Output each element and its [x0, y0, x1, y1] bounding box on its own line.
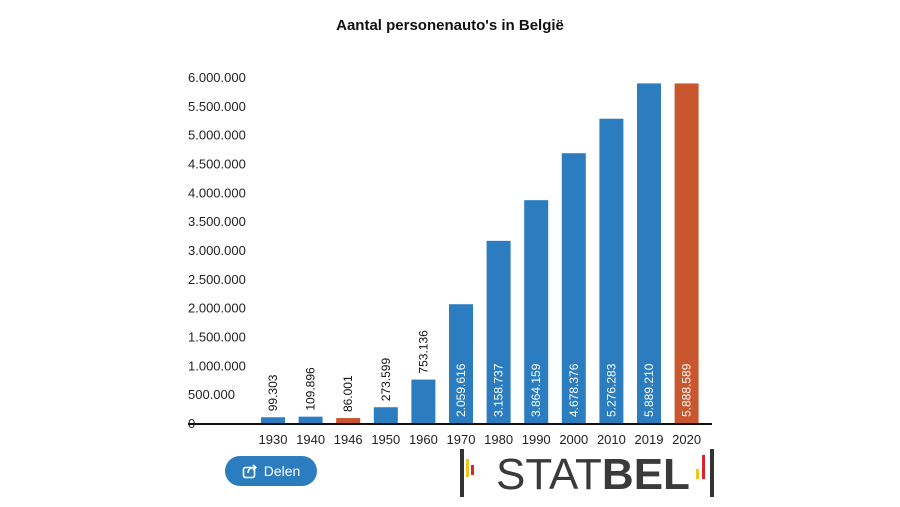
bar-value-label: 109.896	[304, 367, 318, 411]
bars: 99.303 109.896 86.001 273.599 753.136 2.059.6…	[261, 83, 699, 424]
x-tick-label: 2000	[559, 432, 588, 447]
bar	[298, 416, 323, 423]
x-tick-label: 1960	[409, 432, 438, 447]
bar	[373, 407, 398, 423]
share-label: Delen	[263, 463, 301, 479]
statbel-logo: STATBEL	[460, 449, 714, 499]
bar-value-label: 3.158.737	[492, 363, 506, 417]
x-tick-label: 1990	[522, 432, 551, 447]
bar-value-label: 86.001	[341, 375, 355, 412]
bar	[674, 83, 699, 424]
y-tick-label: 4.000.000	[188, 185, 246, 200]
y-tick-label: 5.000.000	[188, 128, 246, 143]
y-tick-label: 1.000.000	[188, 358, 246, 373]
bar-value-label: 753.136	[416, 330, 430, 374]
bar	[599, 118, 624, 423]
x-tick-label: 1940	[296, 432, 325, 447]
x-tick-label: 1970	[447, 432, 476, 447]
x-tick-label: 2020	[672, 432, 701, 447]
y-tick-label: 4.500.000	[188, 157, 246, 172]
y-tick-label: 2.500.000	[188, 272, 246, 287]
bar	[449, 304, 473, 423]
y-tick-label: 500.000	[188, 387, 235, 402]
share-button[interactable]: Delen	[225, 456, 317, 486]
y-tick-label: 1.500.000	[188, 330, 246, 345]
x-tick-label: 2010	[597, 432, 626, 447]
bar-value-label: 5.888.589	[680, 363, 694, 417]
bar	[261, 417, 285, 423]
share-icon	[242, 463, 258, 479]
x-tick-label: 1950	[371, 432, 400, 447]
logo-text-stat: STAT	[496, 450, 602, 499]
bar	[561, 153, 586, 423]
bar-value-label: 5.276.283	[604, 363, 618, 417]
y-tick-label: 2.000.000	[188, 301, 246, 316]
bar-value-label: 2.059.616	[454, 363, 468, 417]
y-tick-label: 3.500.000	[188, 214, 246, 229]
x-tick-label: 2019	[635, 432, 664, 447]
x-tick-label: 1930	[259, 432, 288, 447]
x-tick-label: 1946	[334, 432, 363, 447]
bar-value-label: 99.303	[266, 374, 280, 411]
y-tick-label: 3.000.000	[188, 243, 246, 258]
bar	[524, 200, 549, 423]
bar	[411, 379, 436, 423]
y-axis: 0500.0001.000.0001.500.0002.000.0002.500…	[188, 70, 246, 431]
bar-value-label: 3.864.159	[529, 363, 543, 417]
chart-title: Aantal personenauto's in België	[336, 17, 564, 34]
x-axis: 1930 1940 1946 1950 1960 1970 1980 1990 2000 2010…	[188, 423, 712, 447]
bar	[336, 418, 361, 423]
y-tick-label: 6.000.000	[188, 70, 246, 85]
bar-value-label: 4.678.376	[567, 363, 581, 417]
bar	[486, 240, 511, 423]
x-tick-label: 1980	[484, 432, 513, 447]
svg-text:STATBEL: STATBEL	[496, 450, 690, 499]
y-tick-label: 5.500.000	[188, 99, 246, 114]
bar-value-label: 5.889.210	[642, 363, 656, 417]
bar	[637, 83, 661, 424]
logo-text-bel: BEL	[602, 450, 690, 499]
bar-value-label: 273.599	[379, 358, 393, 402]
